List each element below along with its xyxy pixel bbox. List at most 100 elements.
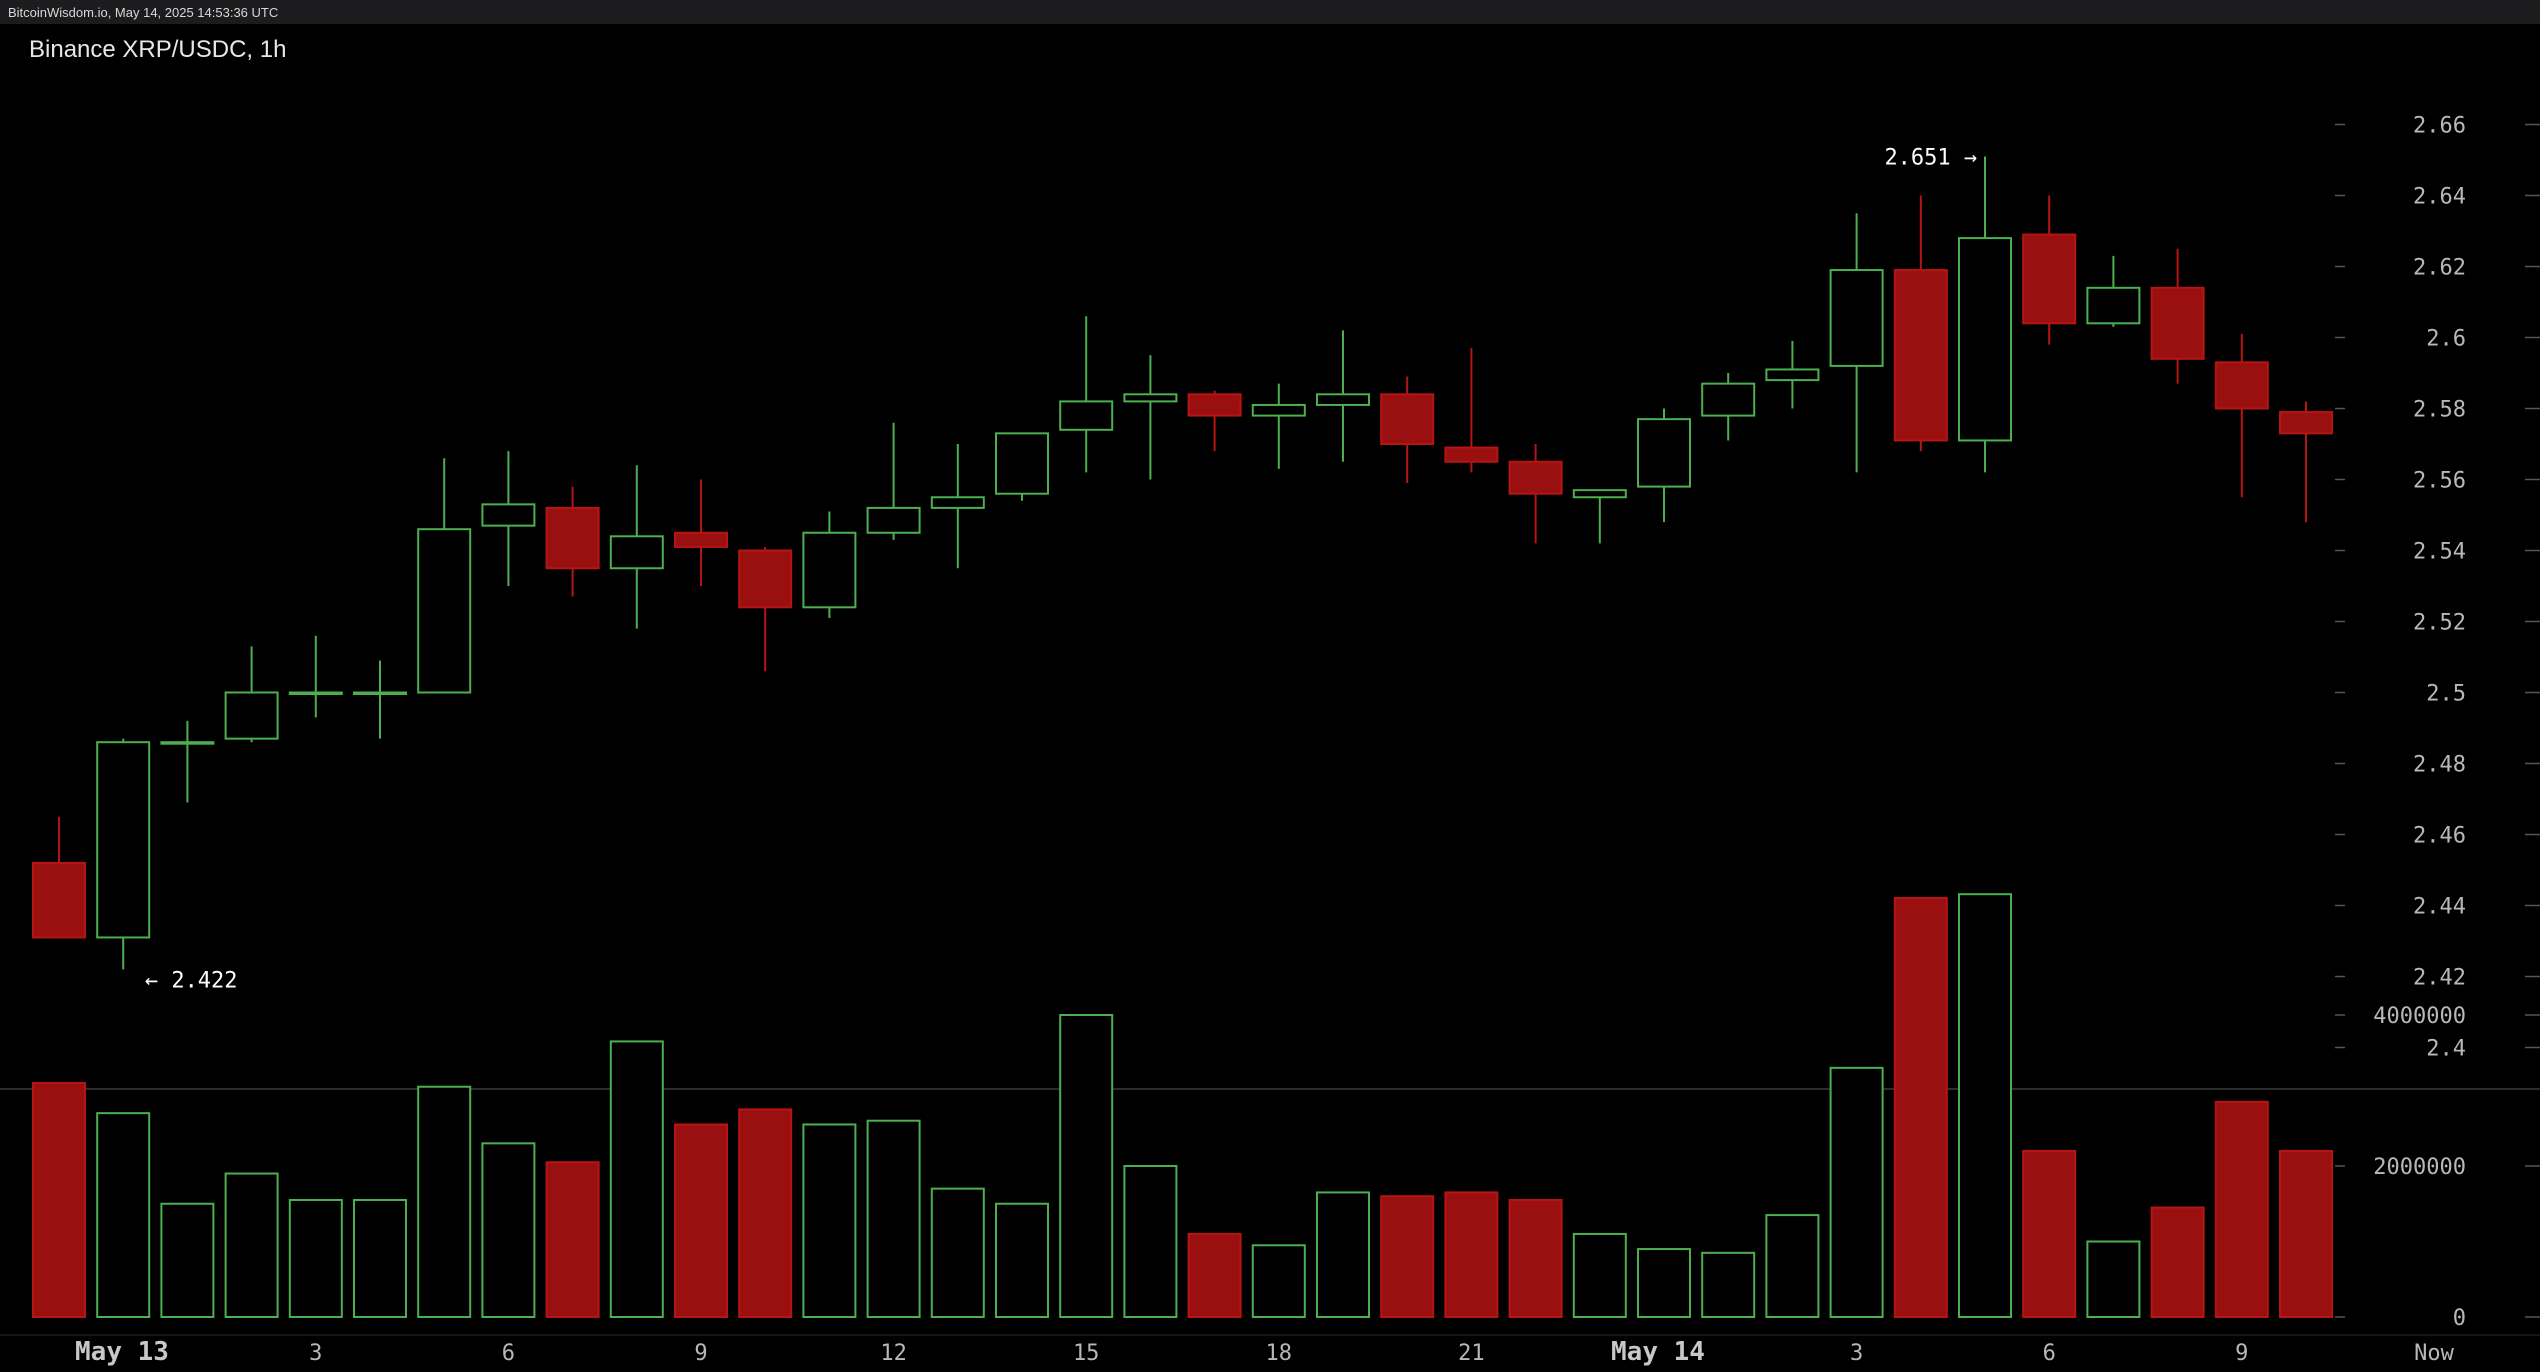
x-tick-label: May 13 bbox=[75, 1337, 169, 1367]
volume-bar-up bbox=[353, 1198, 407, 1318]
x-tick-label: 18 bbox=[1266, 1341, 1293, 1366]
candle-body-up bbox=[1637, 418, 1691, 488]
candle-body-up bbox=[930, 496, 985, 509]
volume-bar-down bbox=[32, 1081, 86, 1318]
status-bar: BitcoinWisdom.io, May 14, 2025 14:53:36 … bbox=[0, 0, 2540, 24]
volume-bar-up bbox=[609, 1040, 664, 1319]
volume-bar-down bbox=[2150, 1206, 2205, 1319]
candle-body-up bbox=[417, 528, 472, 694]
volume-bar-up bbox=[2086, 1240, 2141, 1318]
x-tick-label: 9 bbox=[694, 1341, 707, 1366]
x-tick-label: Now bbox=[2414, 1341, 2454, 1366]
candle-body-up bbox=[2086, 286, 2141, 325]
y-tick-label: 2.64 bbox=[2413, 185, 2466, 210]
volume-bar-up bbox=[1637, 1248, 1691, 1319]
candle-body-down bbox=[1444, 446, 1499, 463]
candle-body-up bbox=[224, 691, 279, 740]
y-tick-label: 2.46 bbox=[2413, 824, 2466, 849]
volume-bar-down bbox=[738, 1108, 793, 1318]
x-tick-label: 21 bbox=[1458, 1341, 1485, 1366]
candle-body-down bbox=[2214, 361, 2269, 410]
volume-bar-up bbox=[160, 1202, 215, 1318]
x-tick-label: 6 bbox=[2043, 1341, 2056, 1366]
x-tick-label: 15 bbox=[1073, 1341, 1100, 1366]
candle-body-down bbox=[1187, 393, 1242, 417]
y-tick-label: 2.52 bbox=[2413, 611, 2466, 636]
volume-bar-down bbox=[1444, 1191, 1499, 1319]
y-tick-label: 2.56 bbox=[2413, 469, 2466, 494]
y-tick-label: 2.54 bbox=[2413, 540, 2466, 565]
candle-body-down bbox=[2022, 233, 2077, 325]
volume-bar-down bbox=[674, 1123, 728, 1318]
candle-body-down bbox=[545, 506, 600, 570]
x-tick-label: 3 bbox=[1850, 1341, 1863, 1366]
volume-bar-up bbox=[1059, 1014, 1114, 1318]
volume-bar-down bbox=[1380, 1195, 1435, 1318]
y-tick-label: 2.6 bbox=[2426, 327, 2466, 352]
candle-body-up bbox=[1829, 269, 1884, 367]
candle-body-up bbox=[353, 691, 407, 695]
candle-body-down bbox=[1380, 393, 1435, 445]
candle-body-up bbox=[96, 741, 151, 939]
y-tick-label: 2.44 bbox=[2413, 895, 2466, 920]
y-tick-label: 2.4 bbox=[2426, 1037, 2466, 1062]
candle-body-up bbox=[609, 535, 664, 570]
candle-body-down bbox=[1508, 460, 1563, 495]
y-tick-label: 2.58 bbox=[2413, 398, 2466, 423]
candle-body-down bbox=[738, 549, 793, 609]
candle-body-up bbox=[1572, 489, 1627, 499]
volume-tick-label: 2000000 bbox=[2373, 1155, 2466, 1180]
candle-body-up bbox=[1316, 393, 1370, 406]
volume-bar-down bbox=[1508, 1198, 1563, 1318]
candle-body-up bbox=[1251, 403, 1306, 417]
volume-bar-down bbox=[1893, 896, 1948, 1318]
x-tick-label: May 14 bbox=[1611, 1337, 1705, 1367]
volume-bar-up bbox=[1958, 893, 2012, 1318]
candle-body-down bbox=[2279, 411, 2333, 435]
candle-body-down bbox=[1893, 269, 1948, 442]
volume-bar-up bbox=[1251, 1244, 1306, 1319]
volume-bar-up bbox=[866, 1119, 921, 1318]
candle-body-up bbox=[481, 503, 536, 527]
volume-bar-down bbox=[2214, 1100, 2269, 1318]
candle-body-up bbox=[1765, 368, 1820, 382]
volume-bar-up bbox=[1572, 1232, 1627, 1318]
volume-bar-up bbox=[224, 1172, 279, 1319]
volume-bar-up bbox=[802, 1123, 857, 1318]
volume-bar-up bbox=[1829, 1066, 1884, 1318]
candle-body-up bbox=[160, 741, 215, 745]
volume-tick-label: 0 bbox=[2453, 1306, 2466, 1331]
volume-bar-down bbox=[2279, 1149, 2333, 1319]
candle-body-up bbox=[1701, 382, 1756, 417]
y-tick-label: 2.42 bbox=[2413, 966, 2466, 991]
x-tick-label: 12 bbox=[880, 1341, 907, 1366]
volume-bar-up bbox=[1701, 1251, 1756, 1318]
volume-bar-up bbox=[417, 1085, 472, 1318]
y-tick-label: 2.62 bbox=[2413, 256, 2466, 281]
volume-bar-up bbox=[930, 1187, 985, 1319]
candle-body-down bbox=[32, 861, 86, 939]
volume-bar-down bbox=[1187, 1232, 1242, 1318]
candle-body-up bbox=[866, 506, 921, 534]
x-tick-label: 6 bbox=[502, 1341, 515, 1366]
volume-bar-up bbox=[995, 1202, 1049, 1318]
x-tick-label: 3 bbox=[309, 1341, 322, 1366]
chart-title: Binance XRP/USDC, 1h bbox=[29, 36, 287, 63]
x-tick-label: 9 bbox=[2235, 1341, 2248, 1366]
candle-body-up bbox=[1059, 400, 1114, 431]
candle-body-down bbox=[674, 531, 728, 548]
volume-bar-down bbox=[2022, 1149, 2077, 1319]
y-tick-label: 2.48 bbox=[2413, 753, 2466, 778]
low-price-annotation: ← 2.422 bbox=[145, 968, 238, 993]
volume-bar-up bbox=[96, 1112, 151, 1319]
candle-body-up bbox=[1958, 237, 2012, 442]
candle-body-up bbox=[1123, 393, 1178, 403]
candle-body-up bbox=[802, 531, 857, 609]
candle-body-up bbox=[995, 432, 1049, 495]
candle-body-up bbox=[288, 691, 343, 695]
volume-bar-up bbox=[1765, 1214, 1820, 1318]
candle-body-down bbox=[2150, 286, 2205, 360]
high-price-annotation: 2.651 → bbox=[1884, 145, 1977, 170]
volume-bar-up bbox=[288, 1198, 343, 1318]
